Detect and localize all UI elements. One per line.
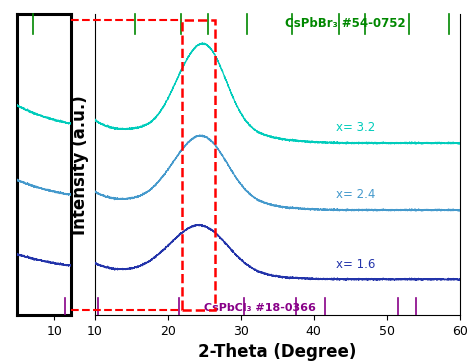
Bar <box>182 20 215 310</box>
X-axis label: 2-Theta (Degree): 2-Theta (Degree) <box>198 343 356 361</box>
Text: x= 2.4: x= 2.4 <box>336 188 375 201</box>
Text: CsPbBr₃ #54-0752: CsPbBr₃ #54-0752 <box>284 17 405 30</box>
Y-axis label: Intensity (a.u.): Intensity (a.u.) <box>71 95 89 235</box>
Text: x= 1.6: x= 1.6 <box>336 257 375 270</box>
Text: CsPbCl₃ #18-0366: CsPbCl₃ #18-0366 <box>204 303 316 313</box>
Text: x= 3.2: x= 3.2 <box>336 121 375 134</box>
